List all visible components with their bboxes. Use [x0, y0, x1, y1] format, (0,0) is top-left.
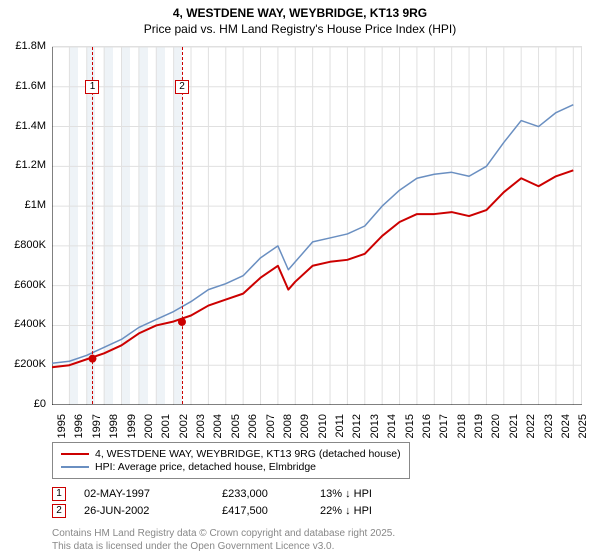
y-tick-label: £0 [34, 398, 46, 410]
transaction-marker: 1 [52, 487, 66, 501]
y-tick-label: £1.8M [15, 40, 46, 52]
x-tick-label: 2020 [490, 414, 502, 438]
y-tick-label: £400K [14, 318, 46, 330]
legend-swatch [61, 453, 89, 455]
legend-swatch [61, 466, 89, 468]
transaction-table: 1 02-MAY-1997 £233,000 13% ↓ HPI 2 26-JUN-200… [52, 484, 410, 521]
y-tick-label: £1M [25, 199, 46, 211]
transaction-marker: 2 [52, 504, 66, 518]
x-tick-label: 1995 [56, 414, 68, 438]
legend-label: 4, WESTDENE WAY, WEYBRIDGE, KT13 9RG (de… [95, 448, 401, 460]
x-tick-label: 2012 [351, 414, 363, 438]
x-tick-label: 2003 [195, 414, 207, 438]
x-tick-label: 2018 [456, 414, 468, 438]
marker-box: 2 [175, 80, 189, 94]
chart-plot-area: 12 [52, 46, 582, 404]
x-tick-label: 2013 [369, 414, 381, 438]
x-tick-label: 1996 [73, 414, 85, 438]
y-tick-label: £1.4M [15, 120, 46, 132]
x-tick-label: 2008 [282, 414, 294, 438]
x-tick-label: 2014 [386, 414, 398, 438]
x-tick-label: 2004 [212, 414, 224, 438]
marker-guideline [182, 47, 183, 404]
y-tick-label: £1.2M [15, 159, 46, 171]
x-tick-label: 2005 [230, 414, 242, 438]
y-axis: £0£200K£400K£600K£800K£1M£1.2M£1.4M£1.6M… [0, 46, 50, 404]
chart-svg [52, 47, 582, 405]
x-tick-label: 2016 [421, 414, 433, 438]
chart-title-main: 4, WESTDENE WAY, WEYBRIDGE, KT13 9RG [0, 6, 600, 20]
transaction-row: 1 02-MAY-1997 £233,000 13% ↓ HPI [52, 487, 410, 501]
transaction-price: £417,500 [222, 505, 302, 517]
transaction-row: 2 26-JUN-2002 £417,500 22% ↓ HPI [52, 504, 410, 518]
x-tick-label: 2024 [560, 414, 572, 438]
x-tick-label: 2021 [508, 414, 520, 438]
attribution-line-1: Contains HM Land Registry data © Crown c… [52, 528, 395, 541]
legend-label: HPI: Average price, detached house, Elmb… [95, 461, 316, 473]
attribution-line-2: This data is licensed under the Open Gov… [52, 541, 395, 554]
transaction-price: £233,000 [222, 488, 302, 500]
x-tick-label: 1997 [91, 414, 103, 438]
legend-row: HPI: Average price, detached house, Elmb… [61, 461, 401, 473]
transaction-date: 02-MAY-1997 [84, 488, 204, 500]
x-tick-label: 2009 [299, 414, 311, 438]
x-tick-label: 2019 [473, 414, 485, 438]
marker-box: 1 [85, 80, 99, 94]
x-tick-label: 2015 [404, 414, 416, 438]
x-tick-label: 2017 [438, 414, 450, 438]
legend-row: 4, WESTDENE WAY, WEYBRIDGE, KT13 9RG (de… [61, 448, 401, 460]
chart-title-sub: Price paid vs. HM Land Registry's House … [0, 22, 600, 36]
transaction-pct: 22% ↓ HPI [320, 505, 410, 517]
y-tick-label: £600K [14, 279, 46, 291]
y-tick-label: £800K [14, 239, 46, 251]
chart-legend: 4, WESTDENE WAY, WEYBRIDGE, KT13 9RG (de… [52, 442, 410, 479]
x-tick-label: 2000 [143, 414, 155, 438]
x-tick-label: 2006 [247, 414, 259, 438]
transaction-date: 26-JUN-2002 [84, 505, 204, 517]
x-tick-label: 2001 [160, 414, 172, 438]
chart-title-block: 4, WESTDENE WAY, WEYBRIDGE, KT13 9RG Pri… [0, 0, 600, 36]
x-tick-label: 2002 [178, 414, 190, 438]
y-tick-label: £200K [14, 358, 46, 370]
x-tick-label: 2007 [265, 414, 277, 438]
y-tick-label: £1.6M [15, 80, 46, 92]
x-tick-label: 1999 [126, 414, 138, 438]
x-axis: 1995 1996 1997 1998 1999 2000 2001 2002 2003 2004… [52, 408, 582, 438]
x-tick-label: 2010 [317, 414, 329, 438]
attribution-text: Contains HM Land Registry data © Crown c… [52, 528, 395, 553]
x-tick-label: 2025 [577, 414, 589, 438]
x-tick-label: 2011 [334, 414, 346, 438]
x-tick-label: 2023 [543, 414, 555, 438]
x-tick-label: 1998 [108, 414, 120, 438]
transaction-pct: 13% ↓ HPI [320, 488, 410, 500]
marker-guideline [92, 47, 93, 404]
x-tick-label: 2022 [525, 414, 537, 438]
